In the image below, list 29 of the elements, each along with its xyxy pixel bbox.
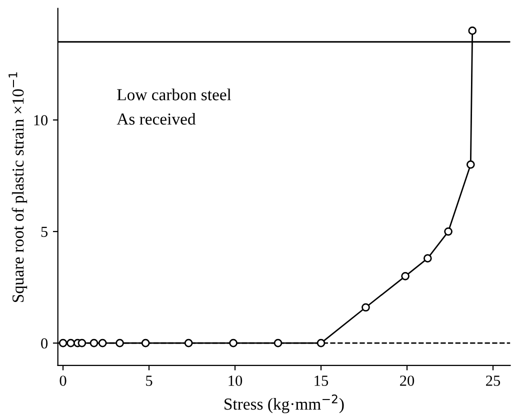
x-tick-label: 15 [314, 376, 328, 386]
point [184, 338, 193, 348]
point [401, 272, 410, 280]
point [316, 338, 326, 348]
point [229, 338, 238, 348]
point [58, 338, 68, 348]
point [141, 338, 150, 348]
y-tick-label: 0 [41, 338, 48, 349]
point [66, 338, 75, 348]
annotation: Low carbon steel As received [116, 88, 232, 125]
x-tick-label: 25 [486, 376, 500, 386]
point [423, 254, 432, 262]
y-axis-title: Square root of plastic strain ×10$^{−1}$ [8, 72, 28, 302]
point [466, 160, 475, 169]
point [78, 338, 86, 348]
point [444, 227, 452, 236]
point [90, 338, 98, 348]
y-tick-label: 10 [34, 115, 48, 126]
point [362, 303, 370, 312]
point [274, 338, 282, 348]
y-tick-label: 5 [41, 226, 48, 237]
x-axis-title: Stress (kg·mm$^{−2}$) [224, 394, 344, 414]
x-tick-label: 5 [146, 376, 152, 386]
x-tick-label: 10 [228, 376, 242, 386]
point [116, 338, 124, 348]
x-tick-label: 0 [60, 376, 66, 386]
x-tick-label: 20 [400, 376, 414, 386]
point [468, 26, 477, 35]
point [98, 338, 107, 348]
